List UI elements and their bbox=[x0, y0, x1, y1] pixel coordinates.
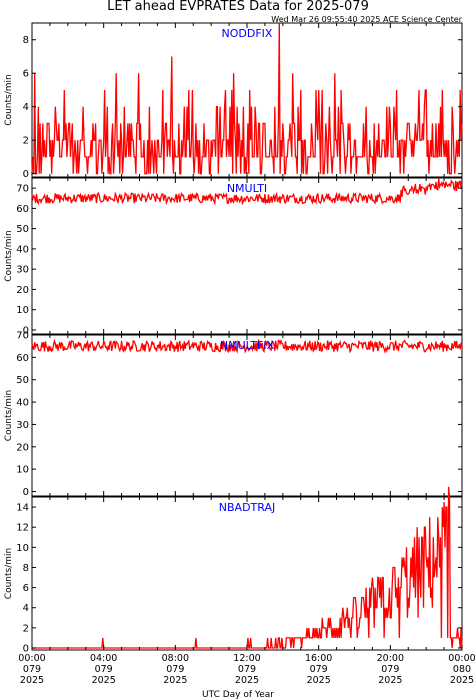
y-tick-label: 40 bbox=[16, 398, 29, 409]
chart-title: LET ahead EVPRATES Data for 2025-079 bbox=[107, 0, 369, 14]
y-tick-label: 14 bbox=[16, 503, 29, 514]
x-tick-label: 079 bbox=[95, 664, 113, 675]
y-tick-label: 50 bbox=[16, 224, 29, 235]
y-tick-label: 8 bbox=[23, 35, 29, 46]
panel-label: NODDFIX bbox=[222, 27, 273, 40]
y-tick-label: 6 bbox=[23, 69, 29, 80]
x-tick-label: 079 bbox=[23, 664, 41, 675]
panel-nmultfix: 0 10 20 30 40 50 60 70 Counts/min NMULTFIX bbox=[4, 331, 463, 498]
y-axis-label: Counts/min bbox=[4, 548, 14, 599]
y-tick-label: 10 bbox=[16, 465, 29, 476]
panel-label: NMULTI bbox=[227, 182, 267, 195]
y-tick-label: 10 bbox=[16, 305, 29, 316]
y-tick-label: 2 bbox=[23, 136, 29, 147]
x-tick-label: 2025 bbox=[235, 675, 259, 686]
series-line-nmultfix bbox=[31, 338, 463, 354]
x-axis-label: UTC Day of Year bbox=[202, 690, 274, 700]
y-axis-label: Counts/min bbox=[4, 390, 14, 441]
panel-frame bbox=[31, 496, 463, 651]
y-tick-label: 20 bbox=[16, 285, 29, 296]
y-tick-label: 12 bbox=[16, 523, 29, 534]
x-tick-label: 20:00 bbox=[377, 653, 404, 664]
x-tick-label: 2025 bbox=[163, 675, 187, 686]
y-tick-label: 70 bbox=[16, 184, 29, 195]
timestamp: Wed Mar 26 09:55:40 2025 ACE Science Cen… bbox=[271, 15, 462, 24]
x-tick-label: 00:00 bbox=[448, 653, 475, 664]
y-tick-label: 0 bbox=[23, 487, 29, 498]
x-tick-label: 079 bbox=[310, 664, 328, 675]
x-tick-label: 12:00 bbox=[233, 653, 260, 664]
y-tick-label: 0 bbox=[23, 325, 29, 336]
y-axis-label: Counts/min bbox=[4, 230, 14, 281]
panels: 02468Counts/minNODDFIX010203040506070Cou… bbox=[4, 22, 476, 686]
panel-nbadtraj: 0 2 4 6 8 10 12 14 Counts/min NBADTRAJ bbox=[4, 486, 463, 654]
panel-label: NBADTRAJ bbox=[219, 501, 275, 514]
x-tick-label: 2025 bbox=[307, 675, 331, 686]
x-tick-label: 2025 bbox=[378, 675, 402, 686]
x-tick-label: 2025 bbox=[92, 675, 116, 686]
panel-noddfix: 0 2 4 6 8 Counts/min NODDFIX bbox=[4, 22, 463, 180]
y-tick-label: 40 bbox=[16, 244, 29, 255]
y-tick-label: 30 bbox=[16, 420, 29, 431]
y-tick-label: 60 bbox=[16, 204, 29, 215]
series-line-nmulti bbox=[31, 178, 463, 206]
x-tick-label: 08:00 bbox=[162, 653, 189, 664]
y-tick-label: 10 bbox=[16, 543, 29, 554]
y-tick-label: 0 bbox=[23, 169, 29, 180]
x-tick-label: 00:00 bbox=[18, 653, 45, 664]
x-tick-label: 080 bbox=[453, 664, 471, 675]
y-tick-label: 70 bbox=[16, 331, 29, 342]
x-tick-label: 16:00 bbox=[305, 653, 332, 664]
y-tick-label: 0 bbox=[23, 643, 29, 654]
y-tick-label: 2 bbox=[23, 623, 29, 634]
y-tick-label: 4 bbox=[23, 102, 29, 113]
x-tick-label: 079 bbox=[238, 664, 256, 675]
y-tick-label: 6 bbox=[23, 583, 29, 594]
x-tick-label: 04:00 bbox=[90, 653, 117, 664]
y-tick-label: 30 bbox=[16, 265, 29, 276]
x-tick-label: 079 bbox=[381, 664, 399, 675]
x-tick-label: 2025 bbox=[20, 675, 44, 686]
panel-frame bbox=[31, 334, 463, 497]
y-tick-label: 4 bbox=[23, 603, 29, 614]
series-line-noddfix bbox=[31, 22, 463, 175]
y-tick-label: 60 bbox=[16, 353, 29, 364]
panel-label: NMULTFIX bbox=[220, 339, 275, 352]
y-tick-label: 8 bbox=[23, 563, 29, 574]
x-tick-label: 2025 bbox=[450, 675, 474, 686]
y-tick-label: 20 bbox=[16, 442, 29, 453]
x-tick-label: 079 bbox=[166, 664, 184, 675]
panel-nmulti: 0 10 20 30 40 50 60 70 Counts/min NMULTI bbox=[4, 177, 463, 336]
y-axis-label: Counts/min bbox=[4, 74, 14, 125]
y-tick-label: 50 bbox=[16, 375, 29, 386]
